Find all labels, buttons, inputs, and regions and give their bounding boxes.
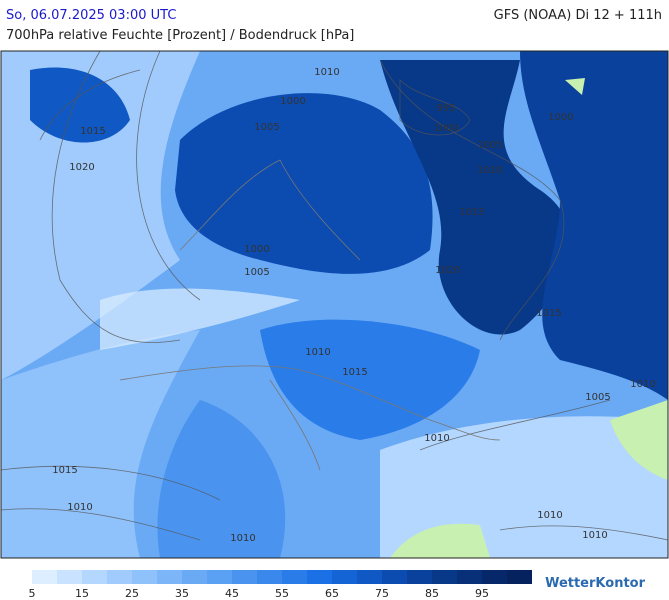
model-label: GFS (NOAA) Di 12 + 111h: [494, 8, 662, 23]
isobar-label: 1010: [630, 379, 655, 390]
logo: WetterKontor: [545, 576, 646, 591]
isobar-label: 1015: [52, 465, 77, 476]
isobar-label: 1000: [280, 96, 305, 107]
isobar-label: 1015: [80, 126, 105, 137]
legend-swatch: [432, 570, 457, 584]
legend-swatch: [232, 570, 257, 584]
isobar-label: 1005: [585, 392, 610, 403]
isobar-label: 1010: [582, 530, 607, 541]
isobar-label: 1010: [314, 67, 339, 78]
legend-label: 65: [325, 587, 339, 600]
legend-label: 15: [75, 587, 89, 600]
isobar-label: 1020: [69, 162, 94, 173]
isobar-label: 1010: [477, 165, 502, 176]
isobar-label: 1010: [67, 502, 92, 513]
legend-swatch: [107, 570, 132, 584]
legend-label: 5: [29, 587, 36, 600]
isobar-label: 1015: [342, 367, 367, 378]
isobar-label: 1005: [244, 267, 269, 278]
isobar-label: 1015: [536, 308, 561, 319]
legend-label: 95: [475, 587, 489, 600]
legend-swatch: [157, 570, 182, 584]
isobar-label: 995: [436, 103, 455, 114]
isobar-label: 1010: [424, 433, 449, 444]
isobar-label: 1000: [244, 244, 269, 255]
legend-swatch: [257, 570, 282, 584]
isobar-label: 1005: [477, 140, 502, 151]
isobar-label: 1010: [537, 510, 562, 521]
isobar-label: 1015: [459, 207, 484, 218]
legend-label: 55: [275, 587, 289, 600]
legend-swatch: [57, 570, 82, 584]
legend-swatch: [332, 570, 357, 584]
legend-swatch: [407, 570, 432, 584]
isobar-label: 1020: [435, 265, 460, 276]
legend-label: 25: [125, 587, 139, 600]
isobar-label: 1010: [305, 347, 330, 358]
legend-label: 75: [375, 587, 389, 600]
map-frame: [0, 50, 669, 559]
isobar-label: 1000: [433, 123, 458, 134]
legend-swatch: [207, 570, 232, 584]
humidity-field: [1, 51, 668, 558]
isobar-label: 1000: [548, 112, 573, 123]
subtitle: 700hPa relative Feuchte [Prozent] / Bode…: [6, 28, 354, 43]
isobar-label: 1005: [254, 122, 279, 133]
legend-swatch: [457, 570, 482, 584]
coastlines: [119, 159, 501, 471]
legend-swatch: [507, 570, 532, 584]
legend-swatch: [382, 570, 407, 584]
legend-swatch: [357, 570, 382, 584]
legend-swatch: [82, 570, 107, 584]
legend-label: 85: [425, 587, 439, 600]
legend-label: 35: [175, 587, 189, 600]
isobars: [0, 50, 669, 541]
legend-swatch: [32, 570, 57, 584]
legend-swatch: [132, 570, 157, 584]
legend-swatch: [282, 570, 307, 584]
legend-swatch: [182, 570, 207, 584]
date-label: So, 06.07.2025 03:00 UTC: [6, 8, 176, 23]
legend-swatch: [482, 570, 507, 584]
isobar-label: 1010: [230, 533, 255, 544]
legend-swatch: [307, 570, 332, 584]
legend-label: 45: [225, 587, 239, 600]
